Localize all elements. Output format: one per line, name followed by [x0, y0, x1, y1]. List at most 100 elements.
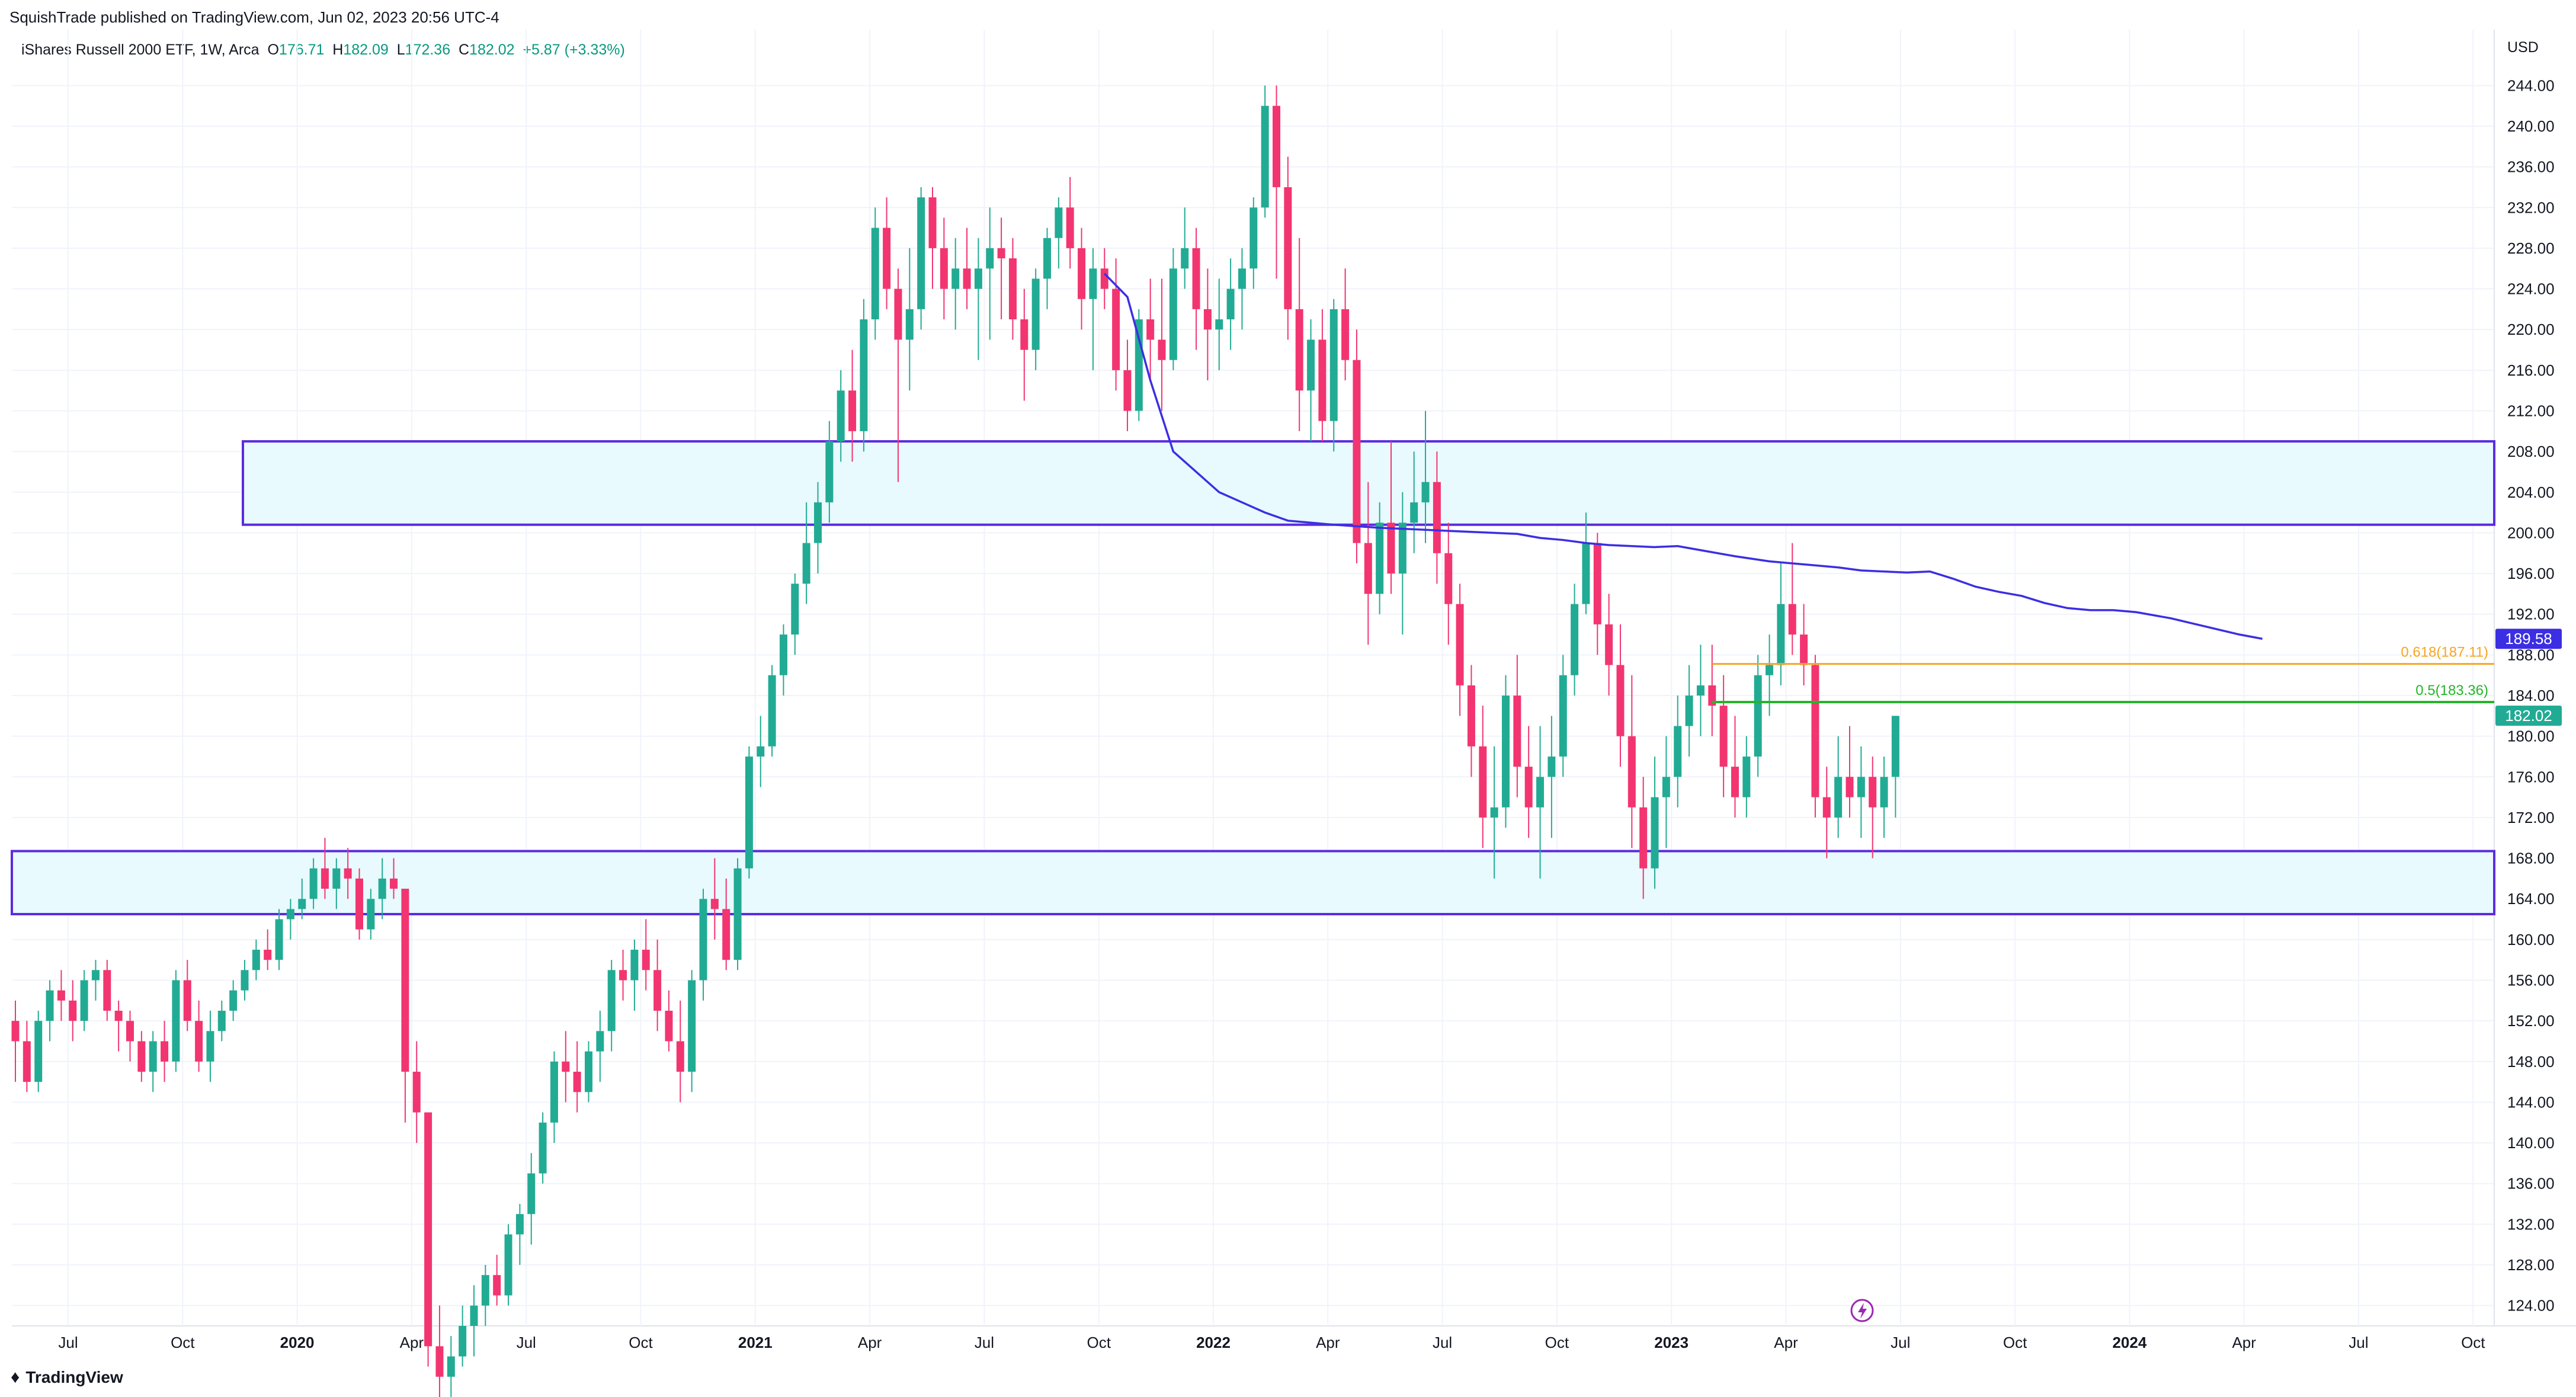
candle-body[interactable] [745, 756, 753, 869]
candle-body[interactable] [539, 1122, 547, 1174]
candle-body[interactable] [1364, 543, 1372, 594]
candle-body[interactable] [1341, 309, 1350, 360]
candle-body[interactable] [470, 1305, 478, 1326]
candle-body[interactable] [630, 950, 639, 981]
candle-body[interactable] [1192, 248, 1200, 309]
candle-body[interactable] [814, 502, 822, 543]
candle-body[interactable] [1078, 248, 1086, 299]
candle-body[interactable] [435, 1346, 444, 1377]
candle-body[interactable] [1800, 635, 1808, 665]
candle-body[interactable] [1329, 309, 1338, 421]
candle-body[interactable] [286, 909, 294, 919]
candle-body[interactable] [1605, 624, 1613, 665]
candle-body[interactable] [206, 1031, 214, 1062]
candle-body[interactable] [378, 878, 386, 899]
candle-body[interactable] [1158, 339, 1166, 360]
candle-body[interactable] [1376, 523, 1384, 594]
candle-body[interactable] [825, 441, 834, 502]
candle-body[interactable] [1627, 736, 1636, 808]
candle-body[interactable] [1020, 319, 1029, 350]
candle-body[interactable] [1696, 685, 1704, 696]
candle-body[interactable] [1421, 482, 1430, 502]
candle-body[interactable] [963, 268, 971, 289]
candle-body[interactable] [1181, 248, 1189, 269]
candle-body[interactable] [791, 584, 799, 635]
candle-body[interactable] [710, 899, 719, 909]
candle-body[interactable] [607, 970, 616, 1031]
candle-body[interactable] [355, 878, 363, 930]
candle-body[interactable] [1582, 543, 1590, 604]
candle-body[interactable] [1685, 696, 1693, 726]
candle-body[interactable] [390, 878, 398, 889]
candle-body[interactable] [1456, 604, 1464, 685]
candle-body[interactable] [46, 990, 54, 1021]
candle-body[interactable] [974, 268, 982, 289]
candle-body[interactable] [1055, 207, 1063, 238]
candle-body[interactable] [997, 248, 1005, 259]
candle-body[interactable] [722, 909, 730, 960]
candle-body[interactable] [137, 1041, 146, 1072]
candle-body[interactable] [481, 1275, 489, 1306]
candle-body[interactable] [126, 1021, 134, 1042]
candle-body[interactable] [23, 1041, 31, 1082]
candle-body[interactable] [757, 746, 765, 757]
candle-body[interactable] [34, 1021, 43, 1082]
candle-body[interactable] [1788, 604, 1796, 635]
candle-body[interactable] [332, 868, 341, 889]
candle-body[interactable] [161, 1041, 169, 1062]
candle-body[interactable] [1387, 523, 1395, 574]
candle-body[interactable] [1112, 289, 1120, 370]
candle-body[interactable] [1203, 309, 1212, 330]
candle-body[interactable] [1742, 756, 1751, 797]
candle-body[interactable] [493, 1275, 501, 1296]
candle-body[interactable] [1433, 482, 1441, 553]
candle-body[interactable] [1353, 360, 1361, 543]
candle-body[interactable] [1008, 258, 1017, 320]
candle-body[interactable] [1880, 777, 1888, 808]
candle-body[interactable] [1100, 268, 1108, 289]
candle-body[interactable] [951, 268, 960, 289]
candle-body[interactable] [401, 889, 409, 1072]
support-zone[interactable] [11, 850, 2495, 915]
candle-body[interactable] [940, 248, 948, 289]
candle-body[interactable] [1226, 289, 1235, 320]
candle-body[interactable] [1571, 604, 1579, 675]
candle-body[interactable] [515, 1214, 524, 1235]
candle-body[interactable] [91, 970, 100, 981]
candle-body[interactable] [883, 228, 891, 289]
candle-body[interactable] [183, 980, 191, 1021]
candle-body[interactable] [103, 970, 111, 1011]
candle-body[interactable] [1238, 268, 1246, 289]
candle-body[interactable] [905, 309, 914, 340]
candle-body[interactable] [69, 1000, 77, 1021]
candle-body[interactable] [275, 919, 283, 960]
lightning-icon[interactable] [1850, 1299, 1874, 1322]
candle-body[interactable] [1295, 309, 1303, 391]
candle-body[interactable] [1811, 665, 1819, 797]
candle-body[interactable] [688, 980, 696, 1072]
candle-body[interactable] [11, 1021, 20, 1042]
candle-body[interactable] [1674, 726, 1682, 777]
candle-body[interactable] [699, 899, 707, 981]
candle-body[interactable] [172, 980, 180, 1062]
candle-body[interactable] [585, 1051, 592, 1092]
candle-body[interactable] [1834, 777, 1843, 818]
candle-body[interactable] [57, 990, 65, 1001]
candle-body[interactable] [252, 950, 260, 970]
candle-body[interactable] [504, 1234, 512, 1296]
candle-body[interactable] [779, 635, 787, 675]
candle-body[interactable] [1031, 278, 1040, 350]
candle-body[interactable] [917, 197, 925, 309]
candle-body[interactable] [573, 1071, 581, 1092]
candle-body[interactable] [894, 289, 902, 340]
candle-body[interactable] [1066, 207, 1074, 248]
candle-body[interactable] [412, 1071, 421, 1113]
candle-body[interactable] [149, 1041, 157, 1072]
candle-body[interactable] [733, 868, 742, 960]
candle-body[interactable] [1777, 604, 1785, 665]
candle-body[interactable] [1307, 339, 1315, 391]
candle-body[interactable] [676, 1041, 684, 1072]
candle-body[interactable] [642, 950, 650, 970]
candle-body[interactable] [653, 970, 662, 1011]
